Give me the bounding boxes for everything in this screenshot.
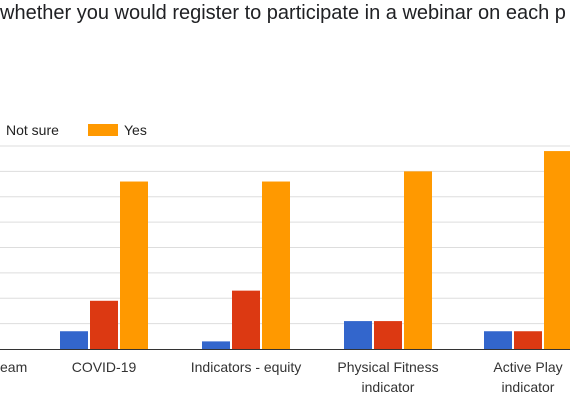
bar[interactable]: [404, 171, 432, 349]
legend-swatch-yes: [88, 124, 118, 136]
legend-item-not-sure[interactable]: Not sure: [6, 122, 59, 138]
x-tick-label: Physical Fitness: [337, 359, 438, 375]
bar[interactable]: [120, 181, 148, 349]
legend-item-yes[interactable]: Yes: [88, 122, 147, 138]
bar[interactable]: [344, 321, 372, 349]
x-tick-label: COVID-19: [72, 359, 137, 375]
chart-title: whether you would register to participat…: [0, 2, 566, 24]
bar[interactable]: [484, 331, 512, 349]
legend-label-not-sure: Not sure: [6, 122, 59, 138]
legend-label-yes: Yes: [124, 122, 147, 138]
bar[interactable]: [60, 331, 88, 349]
x-tick-label: Indicators - equity: [191, 359, 302, 375]
bar[interactable]: [374, 321, 402, 349]
bar[interactable]: [514, 331, 542, 349]
x-tick-label: eam: [0, 359, 27, 375]
x-tick-label: indicator: [362, 379, 415, 395]
x-tick-label: indicator: [502, 379, 555, 395]
x-tick-label: Active Play: [493, 359, 562, 375]
bar[interactable]: [262, 181, 290, 349]
bar[interactable]: [202, 341, 230, 349]
bar[interactable]: [90, 300, 118, 349]
bar[interactable]: [544, 151, 570, 349]
bar[interactable]: [232, 290, 260, 349]
